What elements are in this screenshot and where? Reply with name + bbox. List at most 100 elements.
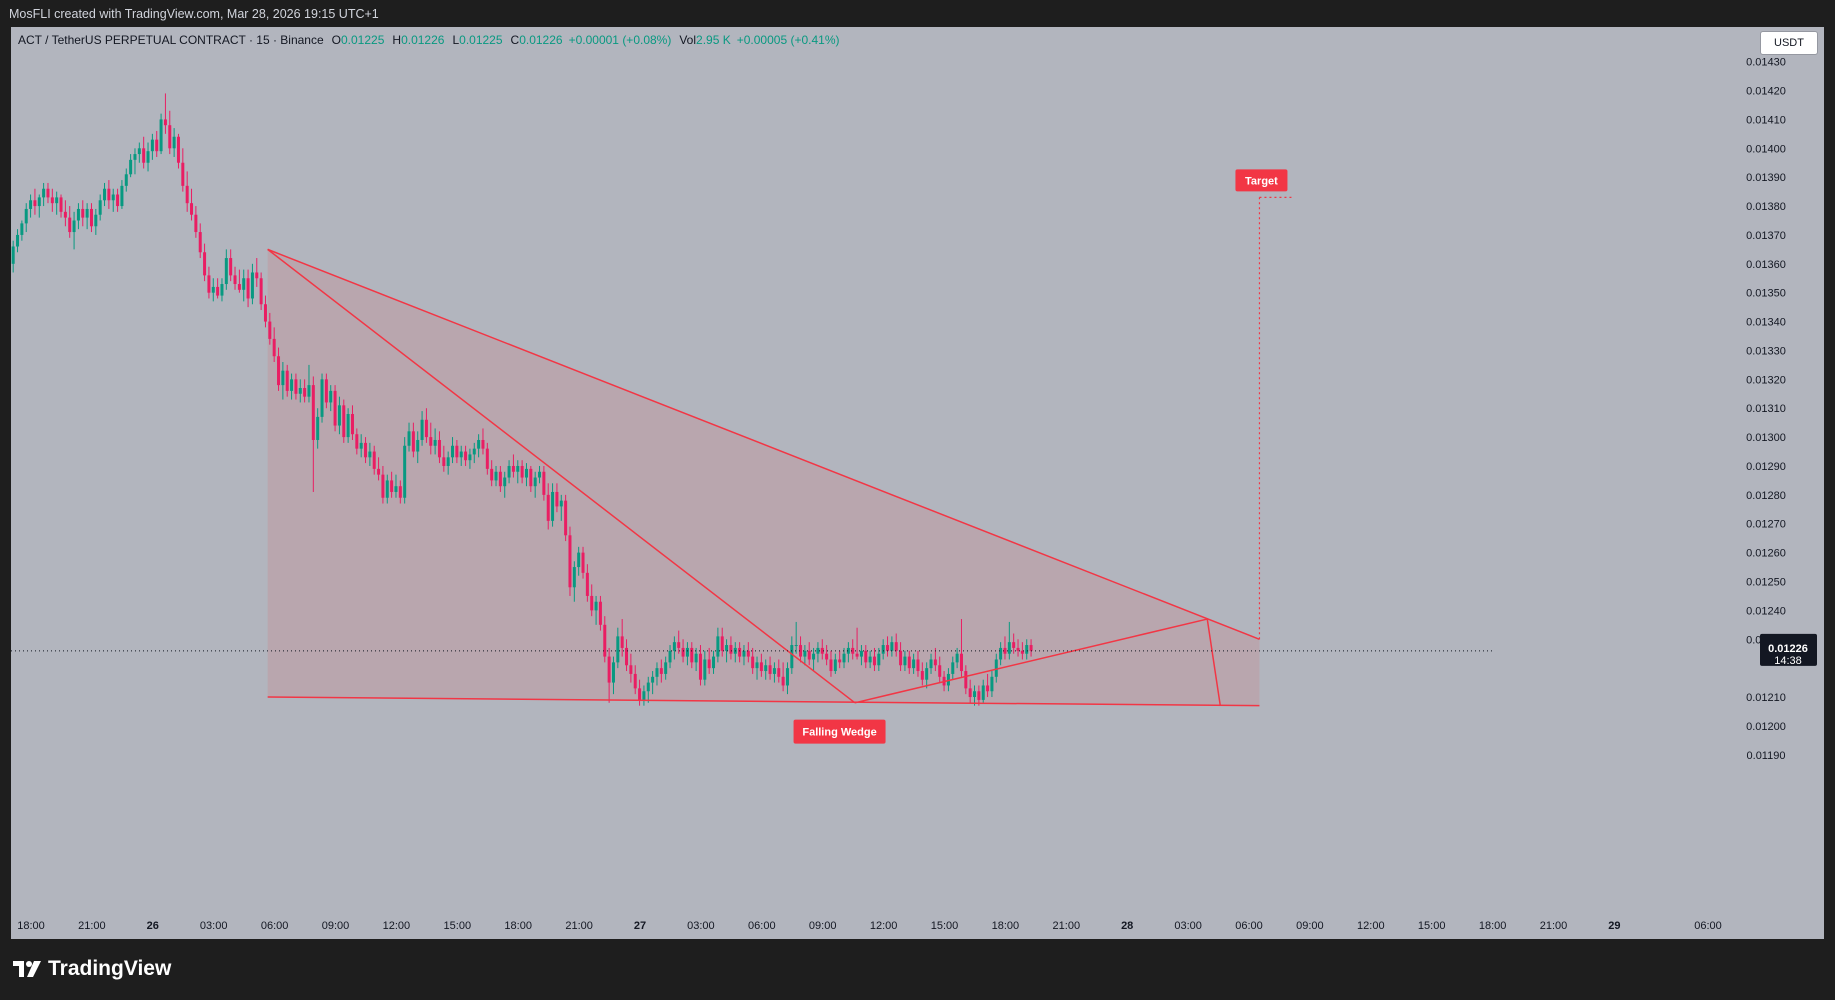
candle-body [320,379,324,417]
candle-body [638,688,642,700]
candle-body [633,673,637,689]
candle-body [659,668,663,674]
candle-body [494,471,498,481]
candle-body [529,468,533,487]
price-tick-label: 0.01240 [1746,605,1786,617]
candle-body [368,451,372,458]
pattern-overlay[interactable]: Target Falling Wedge [11,169,1493,744]
symbol-title[interactable]: ACT / TetherUS PERPETUAL CONTRACT · 15 ·… [18,33,324,47]
price-tick-label: 0.01370 [1746,230,1786,242]
chart-panel[interactable]: Target Falling Wedge 0.01430 0.01420 0.0141… [11,27,1824,939]
candle-body [459,451,463,458]
candle-body [538,471,542,478]
candle-body [394,486,398,492]
candle-body [146,151,150,163]
candle-body [455,445,459,458]
time-tick-label: 06:00 [261,920,289,932]
candle-body [877,653,881,666]
time-tick-label: 03:00 [1174,920,1202,932]
candle-body [155,139,159,152]
candle-body [355,434,359,449]
candle-body [920,671,924,680]
candle-body [116,194,120,207]
candle-body [516,465,520,472]
candle-body [986,685,990,692]
time-tick-label: 09:00 [1296,920,1324,932]
candle-body [959,653,963,672]
candle-body [194,214,198,233]
candle-body [507,465,511,478]
close-label: C [510,33,520,47]
candle-body [42,188,46,198]
candle-body [973,691,977,698]
falling-wedge-pattern[interactable] [267,249,1260,706]
candle-body [825,653,829,660]
candle-body [790,645,794,669]
candle-body [272,338,276,357]
low-value: 0.01225 [459,33,503,47]
time-tick-label: 18:00 [1479,920,1507,932]
candle-body [24,208,28,224]
brand-name: TradingView [48,957,172,980]
candle-body [872,656,876,666]
candle-body [224,258,228,285]
time-tick-label: 06:00 [1235,920,1263,932]
symbol-legend[interactable]: ACT / TetherUS PERPETUAL CONTRACT · 15 ·… [18,33,839,47]
candle-body [903,656,907,666]
last-price-tag [1760,633,1817,666]
candle-body [137,148,141,155]
candle-body [503,477,507,487]
candle-body [716,636,720,657]
currency-unit-button[interactable]: USDT [1760,31,1818,55]
candle-body [685,647,689,657]
candle-body [263,304,267,322]
candle-body [1007,642,1011,654]
candle-body [812,653,816,660]
price-tick-label: 0.01260 [1746,548,1786,560]
candle-body [746,650,750,657]
candle-body [642,691,646,700]
time-tick-label: 21:00 [1540,920,1568,932]
candle-body [742,650,746,657]
candle-body [864,650,868,663]
candlestick-chart[interactable]: Target Falling Wedge 0.01430 0.01420 0.0141… [11,27,1824,939]
candle-body [542,471,546,495]
candle-body [751,656,755,669]
candle-body [629,665,633,674]
candle-body [524,468,528,478]
candle-body [585,572,589,596]
candle-body [546,494,550,521]
candle-body [416,439,420,452]
candle-body [129,159,133,175]
candle-body [577,552,581,568]
price-tick-label: 0.01400 [1746,143,1786,155]
price-tick-label: 0.01380 [1746,201,1786,213]
candle-body [572,567,576,588]
candle-body [63,211,67,218]
price-axis[interactable]: 0.01430 0.01420 0.01410 0.01400 0.01390 0.013… [1746,57,1817,762]
candle-body [477,439,481,449]
candle-body [94,214,98,227]
candle-body [777,668,781,677]
candle-body [781,676,785,686]
candle-body [581,552,585,573]
candle-body [785,668,789,686]
candle-body [755,662,759,669]
candle-body [420,419,424,440]
candle-body [446,457,450,466]
candle-body [237,284,241,290]
candle-body [198,232,202,253]
time-tick-label: 15:00 [931,920,959,932]
candle-body [442,457,446,466]
candle-body [85,208,89,218]
candle-body [994,659,998,677]
tradingview-logo[interactable]: TradingView [12,957,171,981]
candle-body [498,471,502,487]
time-axis[interactable]: 18:00 21:00 26 03:00 06:00 09:00 12:00 15:00 18:… [17,920,1722,932]
candle-body [703,659,707,680]
candle-body [303,388,307,397]
candle-body [107,188,111,201]
candle-body [1029,645,1033,651]
candle-body [564,500,568,536]
candle-body [651,676,655,683]
